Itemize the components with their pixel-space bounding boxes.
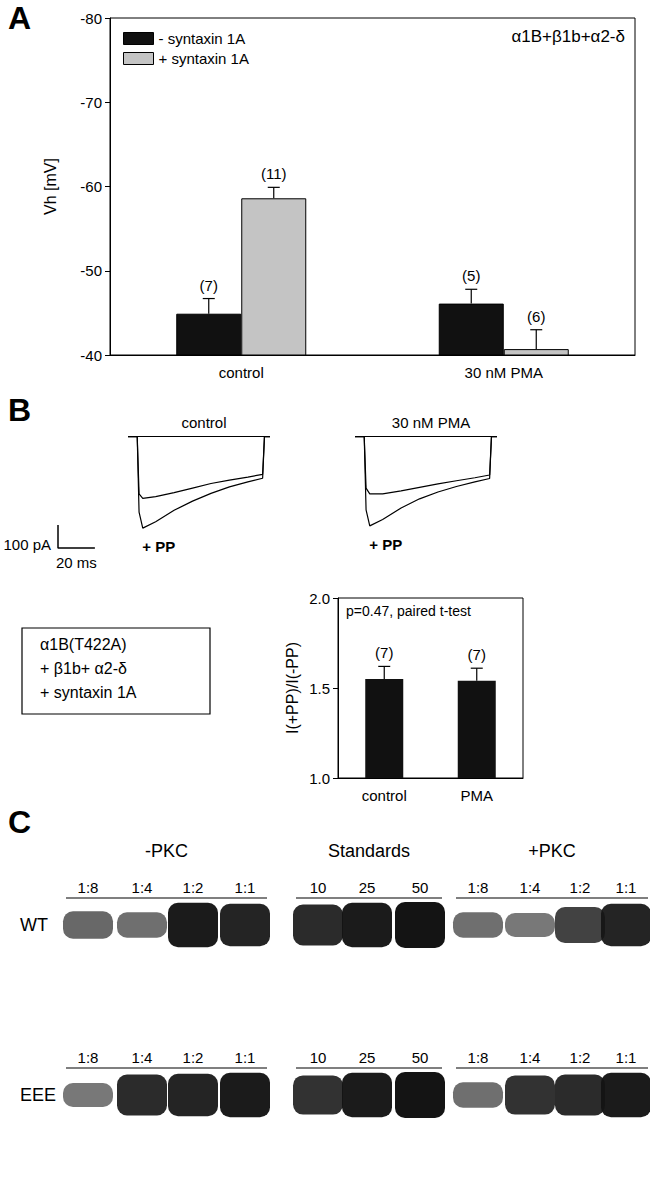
svg-text:1:8: 1:8 <box>468 879 489 896</box>
svg-text:25: 25 <box>359 879 376 896</box>
svg-text:25: 25 <box>359 1049 376 1066</box>
svg-text:- syntaxin 1A: - syntaxin 1A <box>159 30 246 47</box>
svg-text:1.5: 1.5 <box>309 680 330 697</box>
svg-text:1.0: 1.0 <box>309 770 330 787</box>
svg-text:1:1: 1:1 <box>235 879 256 896</box>
svg-text:EEE: EEE <box>20 1085 56 1105</box>
svg-text:(7): (7) <box>200 277 218 294</box>
svg-text:-80: -80 <box>80 10 102 27</box>
svg-text:1:8: 1:8 <box>468 1049 489 1066</box>
svg-text:50: 50 <box>412 879 429 896</box>
svg-text:(7): (7) <box>375 644 393 661</box>
svg-text:(7): (7) <box>468 646 486 663</box>
svg-text:Standards: Standards <box>328 841 410 861</box>
svg-text:1:2: 1:2 <box>183 1049 204 1066</box>
svg-text:1:8: 1:8 <box>78 879 99 896</box>
svg-text:1:1: 1:1 <box>616 879 637 896</box>
svg-text:+ syntaxin 1A: + syntaxin 1A <box>40 684 137 701</box>
svg-text:10: 10 <box>310 879 327 896</box>
svg-text:10: 10 <box>310 1049 327 1066</box>
svg-text:α1B+β1b+α2-δ: α1B+β1b+α2-δ <box>511 27 625 46</box>
svg-text:1:8: 1:8 <box>78 1049 99 1066</box>
svg-text:control: control <box>181 414 226 431</box>
svg-text:-40: -40 <box>80 347 102 364</box>
svg-text:-50: -50 <box>80 262 102 279</box>
svg-text:1:4: 1:4 <box>132 1049 153 1066</box>
svg-text:control: control <box>362 787 407 804</box>
svg-text:(5): (5) <box>462 267 480 284</box>
svg-text:-60: -60 <box>80 178 102 195</box>
svg-text:1:2: 1:2 <box>570 1049 591 1066</box>
svg-text:1:4: 1:4 <box>520 1049 541 1066</box>
svg-text:+ PP: + PP <box>369 536 402 553</box>
svg-text:1:4: 1:4 <box>520 879 541 896</box>
svg-text:Vh [mV]: Vh [mV] <box>42 158 59 215</box>
svg-text:(6): (6) <box>527 308 545 325</box>
svg-text:+ syntaxin 1A: + syntaxin 1A <box>159 50 249 67</box>
svg-text:+ PP: + PP <box>142 538 175 555</box>
svg-text:30 nM PMA: 30 nM PMA <box>392 414 470 431</box>
svg-text:WT: WT <box>20 915 48 935</box>
svg-text:α1B(T422A): α1B(T422A) <box>40 636 127 653</box>
svg-text:C: C <box>8 804 31 840</box>
svg-text:50: 50 <box>412 1049 429 1066</box>
svg-text:30 nM PMA: 30 nM PMA <box>465 364 543 381</box>
svg-text:B: B <box>8 392 31 428</box>
svg-text:PMA: PMA <box>460 787 493 804</box>
svg-text:2.0: 2.0 <box>309 590 330 607</box>
svg-text:1:4: 1:4 <box>132 879 153 896</box>
svg-text:A: A <box>8 0 31 36</box>
svg-text:control: control <box>219 364 264 381</box>
svg-text:-PKC: -PKC <box>145 841 188 861</box>
svg-text:I(+PP)/I(-PP): I(+PP)/I(-PP) <box>284 642 301 734</box>
svg-text:1:1: 1:1 <box>235 1049 256 1066</box>
svg-text:+ β1b+ α2-δ: + β1b+ α2-δ <box>40 660 127 677</box>
svg-text:p=0.47, paired t-test: p=0.47, paired t-test <box>346 603 471 619</box>
svg-text:1:2: 1:2 <box>183 879 204 896</box>
svg-text:1:1: 1:1 <box>616 1049 637 1066</box>
svg-text:100 pA: 100 pA <box>3 536 51 553</box>
svg-text:20 ms: 20 ms <box>56 554 97 571</box>
svg-text:(11): (11) <box>261 165 287 182</box>
svg-text:-70: -70 <box>80 94 102 111</box>
svg-text:1:2: 1:2 <box>570 879 591 896</box>
svg-text:+PKC: +PKC <box>528 841 576 861</box>
